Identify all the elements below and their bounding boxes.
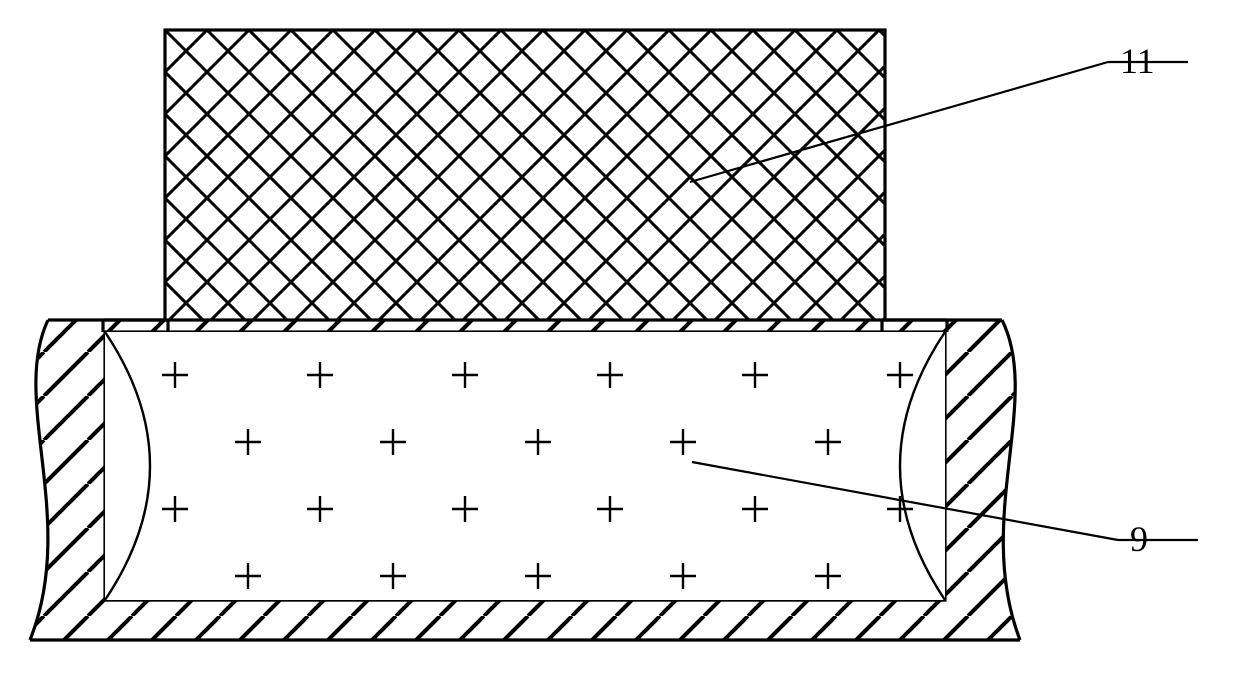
callout-label-9: 9: [1130, 518, 1148, 560]
callout-label-11: 11: [1120, 40, 1155, 82]
inner-cavity: [105, 332, 945, 600]
top-block: [165, 30, 885, 320]
